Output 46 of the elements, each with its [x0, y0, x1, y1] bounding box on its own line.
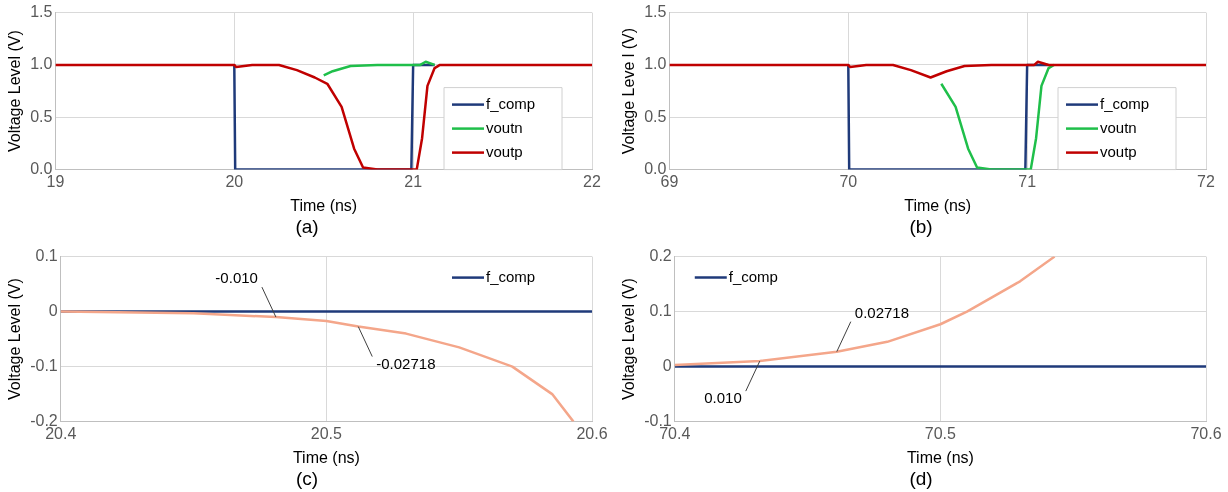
x-tick-label: 22 [583, 172, 601, 190]
x-tick-label: 72 [1197, 172, 1215, 190]
y-tick-label: 0.1 [35, 247, 58, 265]
y-tick-label: -0.1 [30, 357, 58, 375]
x-tick-label: 20.6 [576, 424, 608, 442]
text: (a) [294, 216, 320, 238]
x-tick-label: 71 [1018, 172, 1037, 190]
annotation: -0.010 [215, 269, 258, 287]
x-tick-label: 70.6 [1190, 424, 1222, 442]
text: (c) [294, 468, 320, 490]
x-axis-title: Time (ns) [906, 448, 974, 466]
annotation: 0.02718 [854, 303, 910, 321]
annotation: 0.010 [704, 389, 742, 407]
x-tick-label: 70 [839, 172, 858, 190]
x-tick-label: 20 [225, 172, 244, 190]
y-tick-label: 0 [48, 302, 58, 320]
y-tick-label: 0.5 [644, 107, 667, 125]
y-tick-label: 1.0 [30, 55, 53, 73]
legend-label: f_comp [486, 94, 536, 112]
x-axis-title: Time (ns) [292, 448, 360, 466]
y-axis-title: Voltage Level (V) [620, 278, 638, 401]
y-tick-label: 0.5 [30, 107, 53, 125]
x-tick-label: 20.5 [310, 424, 343, 442]
y-tick-label: 1.0 [644, 55, 667, 73]
y-axis-title: Voltage Level (V) [6, 278, 24, 401]
legend-label: f_comp [486, 267, 536, 285]
y-tick-label: 0 [662, 357, 672, 375]
legend-label: voutn [486, 118, 523, 136]
y-tick-label: 1.5 [644, 3, 667, 21]
annotation: -0.02718 [376, 354, 436, 372]
x-axis-title: Time (ns) [290, 196, 358, 214]
y-axis-title: Voltage Level (V) [6, 30, 24, 153]
text: (d) [908, 468, 934, 490]
x-tick-label: 21 [404, 172, 423, 190]
y-tick-label: 1.5 [30, 3, 53, 21]
y-tick-label: 0.1 [649, 302, 672, 320]
legend-label: voutp [1100, 142, 1137, 160]
text: (b) [908, 216, 934, 238]
legend-label: f_comp [728, 267, 778, 285]
legend-label: voutn [1100, 118, 1137, 136]
legend-label: f_comp [1100, 94, 1150, 112]
legend-label: voutp [486, 142, 523, 160]
x-tick-label: 70.5 [924, 424, 957, 442]
y-tick-label: 0.2 [649, 247, 672, 265]
y-axis-title: Voltage Leve l (V) [620, 27, 638, 155]
x-axis-title: Time (ns) [904, 196, 972, 214]
